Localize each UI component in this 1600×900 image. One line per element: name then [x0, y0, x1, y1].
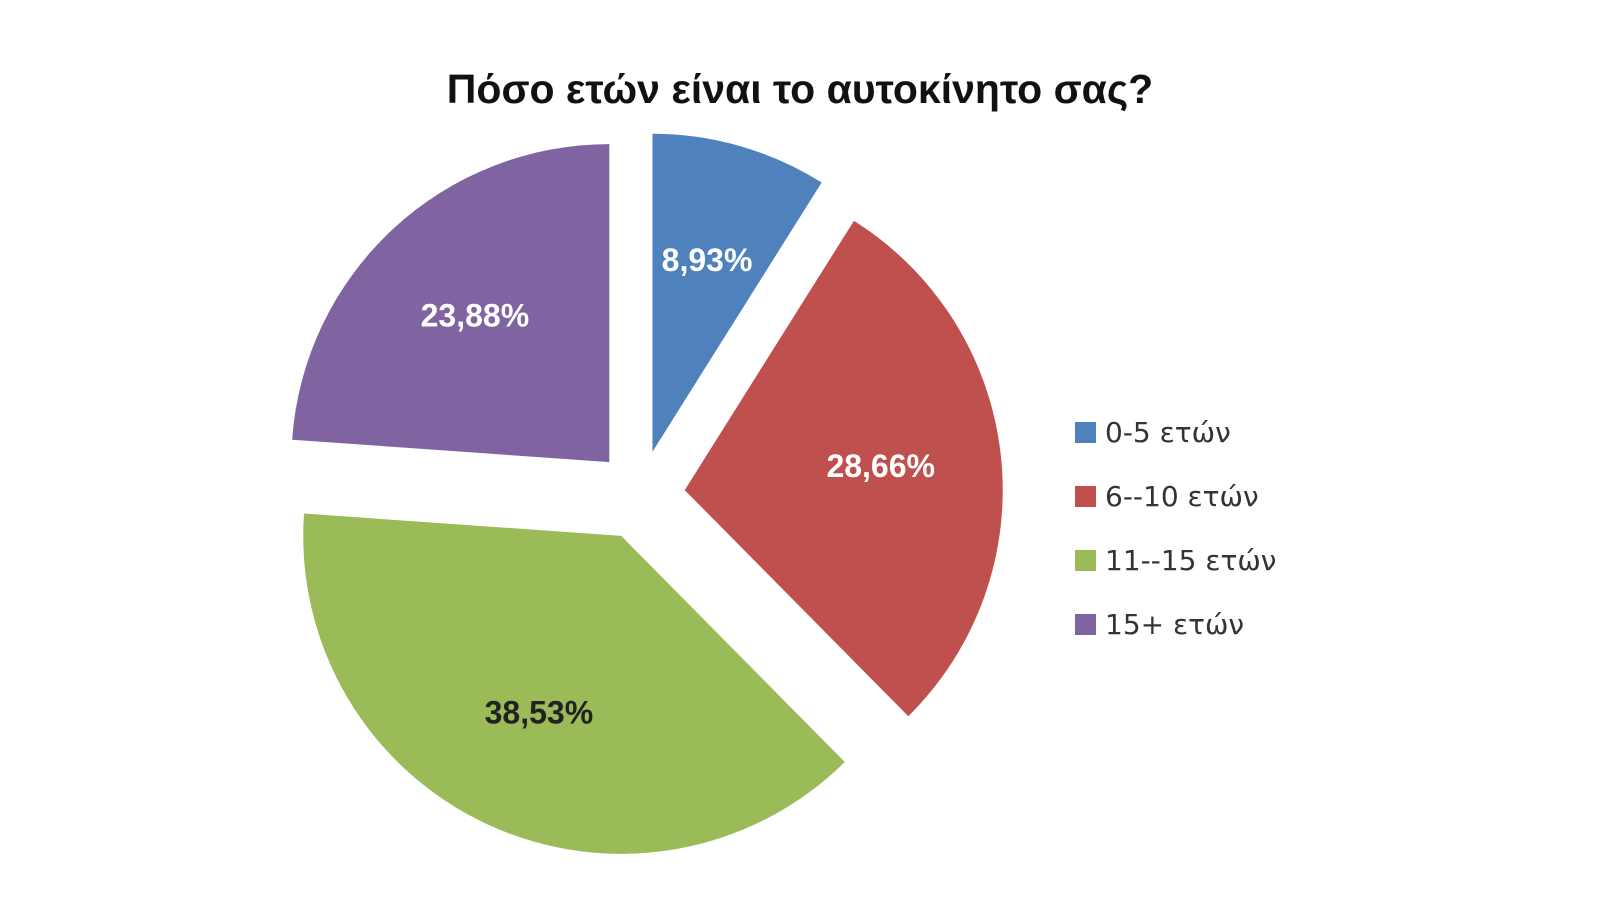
legend: 0-5 ετών 6--10 ετών 11--15 ετών 15+ ετών	[1075, 400, 1276, 656]
pie-slice-4	[292, 144, 610, 463]
pie-slice-1	[652, 133, 822, 452]
legend-label: 6--10 ετών	[1105, 479, 1259, 513]
slice-value-label-4: 23,88%	[421, 297, 530, 333]
slice-value-label-3: 38,53%	[485, 694, 594, 730]
legend-label: 11--15 ετών	[1105, 543, 1277, 577]
legend-item-3: 11--15 ετών	[1075, 528, 1276, 592]
slice-value-label-2: 28,66%	[826, 448, 935, 484]
legend-swatch	[1075, 421, 1096, 443]
legend-item-4: 15+ ετών	[1075, 592, 1276, 656]
legend-item-1: 0-5 ετών	[1075, 400, 1276, 464]
slice-value-label-1: 8,93%	[662, 242, 753, 278]
legend-swatch	[1075, 485, 1096, 507]
pie-slice-2	[684, 220, 1003, 717]
legend-label: 15+ ετών	[1105, 607, 1245, 641]
chart-title: Πόσο ετών είναι το αυτοκίνητο σας?	[446, 66, 1154, 112]
legend-label: 0-5 ετών	[1105, 415, 1231, 449]
pie-slice-3	[303, 513, 845, 854]
legend-swatch	[1075, 613, 1096, 635]
legend-item-2: 6--10 ετών	[1075, 464, 1276, 528]
legend-swatch	[1075, 549, 1096, 571]
